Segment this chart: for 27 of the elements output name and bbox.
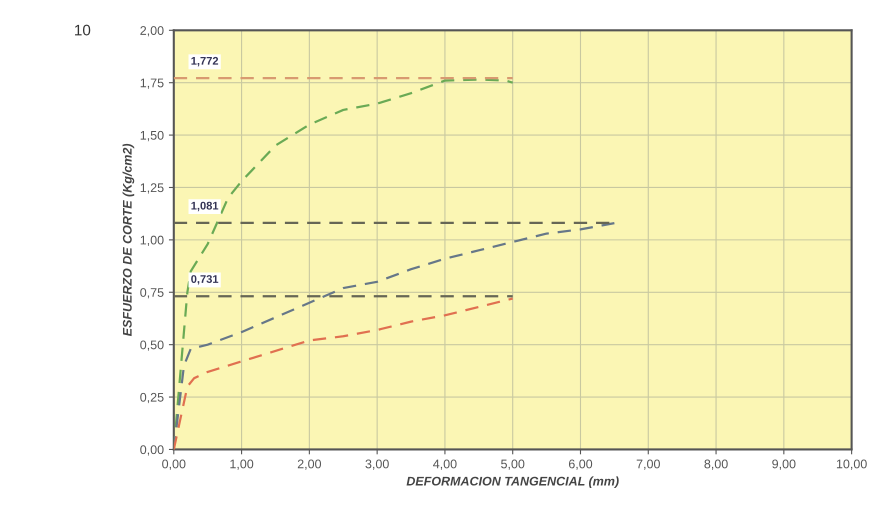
x-tick-label: 4,00 (433, 460, 457, 470)
x-tick-label: 1,00 (230, 460, 254, 470)
x-tick-label: 7,00 (636, 460, 660, 470)
annotation: 1,772 (191, 56, 218, 66)
x-tick-label: 3,00 (365, 460, 389, 470)
text: 10 (75, 24, 90, 36)
y-tick-label: 1,25 (140, 183, 164, 194)
y-tick-label: 1,75 (140, 78, 164, 89)
x-tick-label: 0,00 (162, 460, 186, 470)
y-tick-label: 0,00 (140, 445, 164, 456)
x-axis-title: DEFORMACION TANGENCIAL (mm) (406, 476, 619, 488)
x-tick-label: 10,00 (836, 460, 867, 470)
x-tick-label: 9,00 (772, 460, 796, 470)
y-tick-label: 1,50 (140, 130, 164, 142)
y-tick-label: 0,75 (140, 288, 164, 298)
y-tick-label: 0,25 (140, 392, 164, 404)
annotation: 1,081 (191, 202, 218, 212)
x-tick-label: 6,00 (568, 460, 592, 470)
x-tick-label: 8,00 (704, 460, 728, 470)
line-series (174, 297, 514, 450)
y-tick-label: 2,00 (140, 26, 164, 36)
y-tick-label: 0,50 (140, 340, 164, 351)
y-axis-title: ESFUERZO DE CORTE (Kg/cm2) (122, 144, 134, 336)
x-tick-label: 5,00 (501, 460, 524, 470)
x-tick-label: 2,00 (298, 460, 322, 470)
annotation: 0,731 (191, 275, 218, 285)
y-tick-label: 1,00 (140, 236, 164, 246)
